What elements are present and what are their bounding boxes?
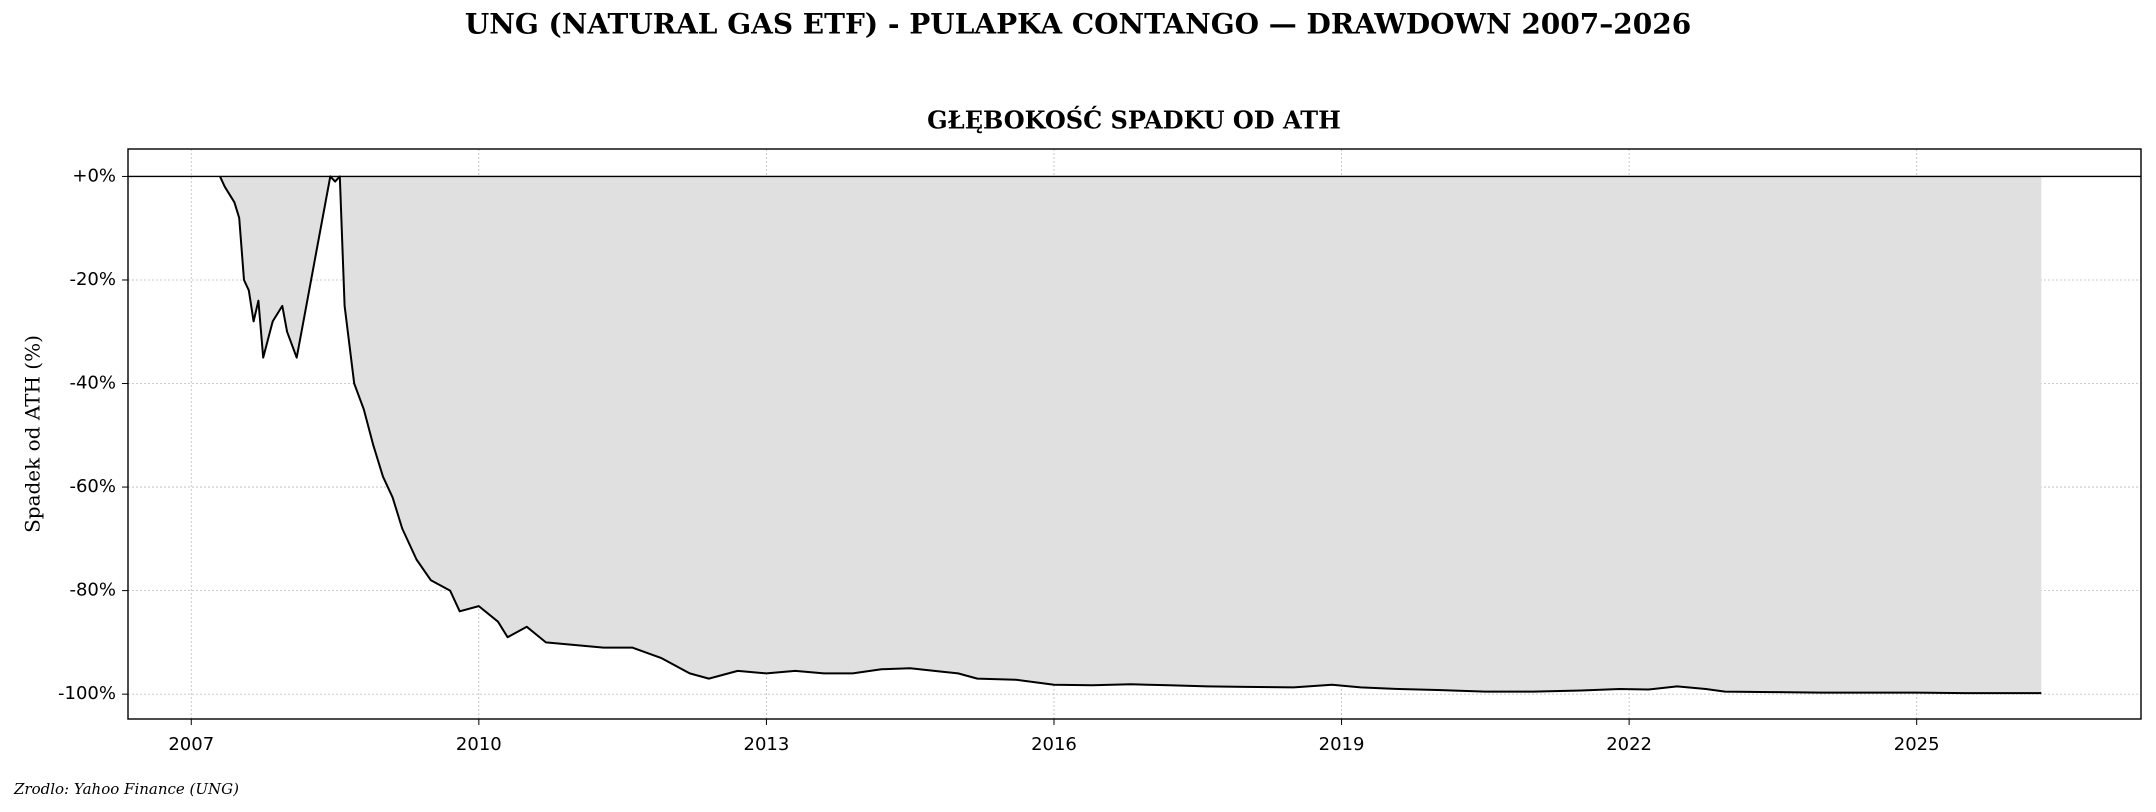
chart-suptitle: UNG (NATURAL GAS ETF) - PULAPKA CONTANGO… bbox=[465, 8, 1691, 41]
plot-frame bbox=[127, 148, 2142, 720]
drawdown-line bbox=[219, 175, 2042, 695]
y-tick-label: -60% bbox=[69, 476, 116, 497]
y-axis-label: Spadek od ATH (%) bbox=[21, 335, 45, 533]
x-tick-label: 2022 bbox=[1606, 734, 1652, 755]
y-tick-label: +0% bbox=[72, 165, 116, 186]
y-tick-label: -80% bbox=[69, 580, 116, 601]
x-tick-label: 2016 bbox=[1031, 734, 1077, 755]
drawdown-area bbox=[220, 176, 2042, 694]
y-tick-label: -40% bbox=[69, 373, 116, 394]
x-tick-label: 2013 bbox=[744, 734, 790, 755]
x-tick-label: 2007 bbox=[168, 734, 214, 755]
y-tick-label: -20% bbox=[69, 269, 116, 290]
x-tick-label: 2019 bbox=[1319, 734, 1365, 755]
source-note: Zrodlo: Yahoo Finance (UNG) bbox=[13, 780, 239, 798]
x-tick-label: 2010 bbox=[456, 734, 502, 755]
x-tick-label: 2025 bbox=[1894, 734, 1940, 755]
y-tick-label: -100% bbox=[58, 683, 116, 704]
chart-title: GŁĘBOKOŚĆ SPADKU OD ATH bbox=[927, 106, 1341, 135]
